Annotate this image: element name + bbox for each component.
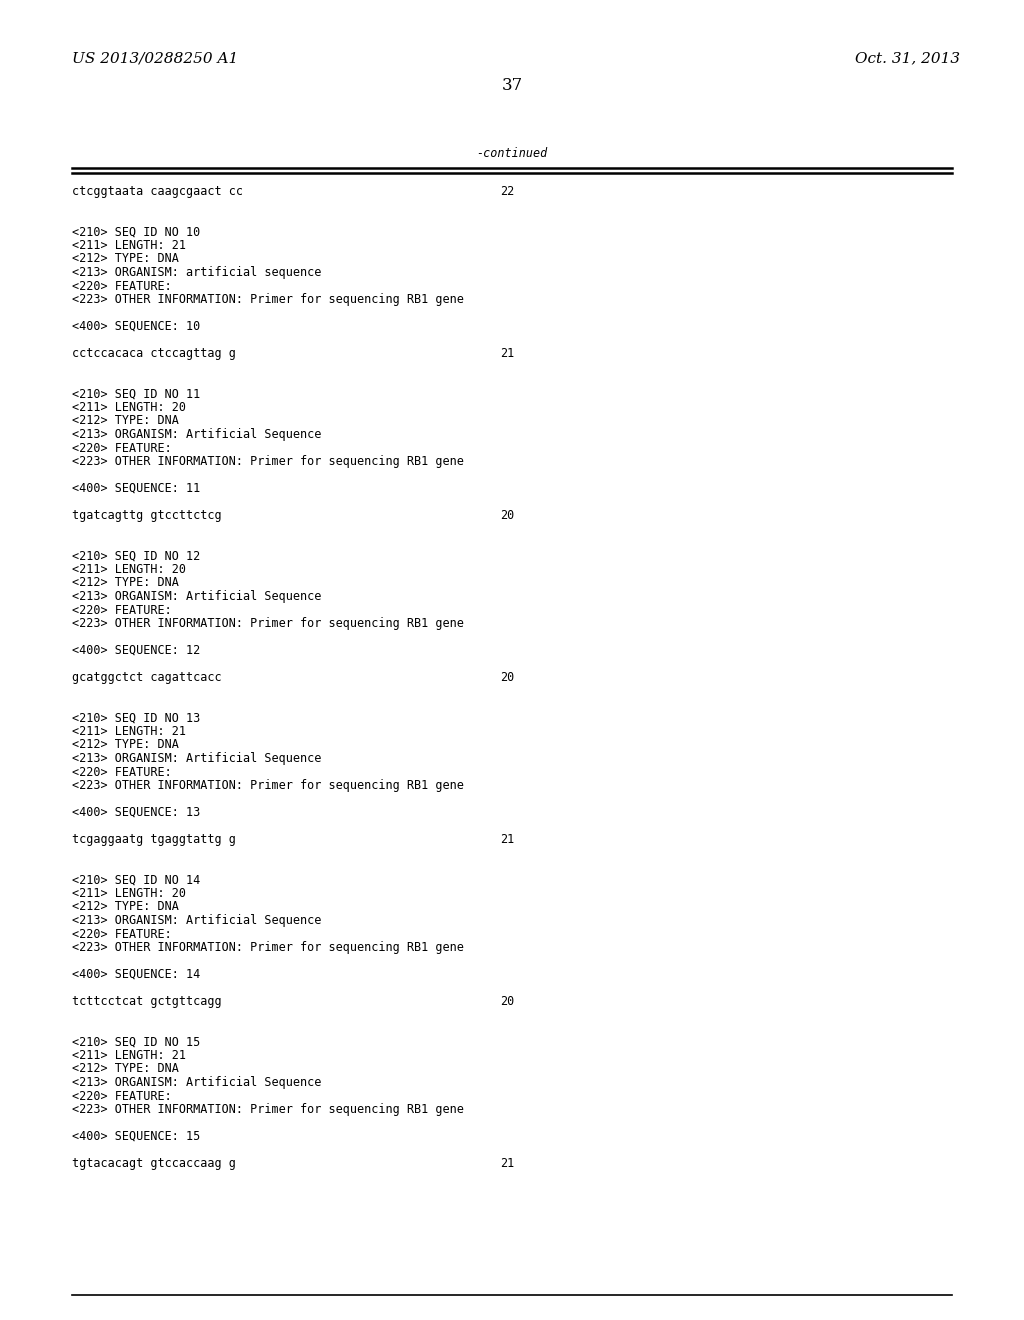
Text: <213> ORGANISM: Artificial Sequence: <213> ORGANISM: Artificial Sequence bbox=[72, 1076, 322, 1089]
Text: 20: 20 bbox=[500, 510, 514, 521]
Text: <220> FEATURE:: <220> FEATURE: bbox=[72, 766, 172, 779]
Text: 21: 21 bbox=[500, 833, 514, 846]
Text: <210> SEQ ID NO 12: <210> SEQ ID NO 12 bbox=[72, 549, 201, 562]
Text: <220> FEATURE:: <220> FEATURE: bbox=[72, 928, 172, 940]
Text: <212> TYPE: DNA: <212> TYPE: DNA bbox=[72, 252, 179, 265]
Text: <213> ORGANISM: Artificial Sequence: <213> ORGANISM: Artificial Sequence bbox=[72, 428, 322, 441]
Text: <220> FEATURE:: <220> FEATURE: bbox=[72, 441, 172, 454]
Text: <223> OTHER INFORMATION: Primer for sequencing RB1 gene: <223> OTHER INFORMATION: Primer for sequ… bbox=[72, 1104, 464, 1115]
Text: 22: 22 bbox=[500, 185, 514, 198]
Text: <212> TYPE: DNA: <212> TYPE: DNA bbox=[72, 577, 179, 590]
Text: 20: 20 bbox=[500, 995, 514, 1008]
Text: <213> ORGANISM: Artificial Sequence: <213> ORGANISM: Artificial Sequence bbox=[72, 913, 322, 927]
Text: <400> SEQUENCE: 15: <400> SEQUENCE: 15 bbox=[72, 1130, 201, 1143]
Text: <211> LENGTH: 21: <211> LENGTH: 21 bbox=[72, 1049, 186, 1063]
Text: <400> SEQUENCE: 10: <400> SEQUENCE: 10 bbox=[72, 319, 201, 333]
Text: <210> SEQ ID NO 15: <210> SEQ ID NO 15 bbox=[72, 1035, 201, 1048]
Text: <212> TYPE: DNA: <212> TYPE: DNA bbox=[72, 414, 179, 428]
Text: tgatcagttg gtccttctcg: tgatcagttg gtccttctcg bbox=[72, 510, 221, 521]
Text: <220> FEATURE:: <220> FEATURE: bbox=[72, 1089, 172, 1102]
Text: <211> LENGTH: 21: <211> LENGTH: 21 bbox=[72, 239, 186, 252]
Text: -continued: -continued bbox=[476, 147, 548, 160]
Text: <210> SEQ ID NO 13: <210> SEQ ID NO 13 bbox=[72, 711, 201, 725]
Text: <211> LENGTH: 20: <211> LENGTH: 20 bbox=[72, 887, 186, 900]
Text: <211> LENGTH: 20: <211> LENGTH: 20 bbox=[72, 401, 186, 414]
Text: gcatggctct cagattcacc: gcatggctct cagattcacc bbox=[72, 671, 221, 684]
Text: tgtacacagt gtccaccaag g: tgtacacagt gtccaccaag g bbox=[72, 1158, 236, 1170]
Text: tcgaggaatg tgaggtattg g: tcgaggaatg tgaggtattg g bbox=[72, 833, 236, 846]
Text: 20: 20 bbox=[500, 671, 514, 684]
Text: <223> OTHER INFORMATION: Primer for sequencing RB1 gene: <223> OTHER INFORMATION: Primer for sequ… bbox=[72, 779, 464, 792]
Text: <223> OTHER INFORMATION: Primer for sequencing RB1 gene: <223> OTHER INFORMATION: Primer for sequ… bbox=[72, 455, 464, 469]
Text: <400> SEQUENCE: 14: <400> SEQUENCE: 14 bbox=[72, 968, 201, 981]
Text: <212> TYPE: DNA: <212> TYPE: DNA bbox=[72, 900, 179, 913]
Text: 21: 21 bbox=[500, 1158, 514, 1170]
Text: cctccacaca ctccagttag g: cctccacaca ctccagttag g bbox=[72, 347, 236, 360]
Text: <212> TYPE: DNA: <212> TYPE: DNA bbox=[72, 1063, 179, 1076]
Text: <210> SEQ ID NO 10: <210> SEQ ID NO 10 bbox=[72, 226, 201, 239]
Text: <213> ORGANISM: Artificial Sequence: <213> ORGANISM: Artificial Sequence bbox=[72, 590, 322, 603]
Text: <212> TYPE: DNA: <212> TYPE: DNA bbox=[72, 738, 179, 751]
Text: ctcggtaata caagcgaact cc: ctcggtaata caagcgaact cc bbox=[72, 185, 243, 198]
Text: <213> ORGANISM: Artificial Sequence: <213> ORGANISM: Artificial Sequence bbox=[72, 752, 322, 766]
Text: <210> SEQ ID NO 14: <210> SEQ ID NO 14 bbox=[72, 874, 201, 887]
Text: <220> FEATURE:: <220> FEATURE: bbox=[72, 603, 172, 616]
Text: 21: 21 bbox=[500, 347, 514, 360]
Text: tcttcctcat gctgttcagg: tcttcctcat gctgttcagg bbox=[72, 995, 221, 1008]
Text: <223> OTHER INFORMATION: Primer for sequencing RB1 gene: <223> OTHER INFORMATION: Primer for sequ… bbox=[72, 941, 464, 954]
Text: <210> SEQ ID NO 11: <210> SEQ ID NO 11 bbox=[72, 388, 201, 400]
Text: 37: 37 bbox=[502, 77, 522, 94]
Text: <211> LENGTH: 20: <211> LENGTH: 20 bbox=[72, 564, 186, 576]
Text: <400> SEQUENCE: 13: <400> SEQUENCE: 13 bbox=[72, 807, 201, 818]
Text: <400> SEQUENCE: 12: <400> SEQUENCE: 12 bbox=[72, 644, 201, 657]
Text: <400> SEQUENCE: 11: <400> SEQUENCE: 11 bbox=[72, 482, 201, 495]
Text: <213> ORGANISM: artificial sequence: <213> ORGANISM: artificial sequence bbox=[72, 267, 322, 279]
Text: US 2013/0288250 A1: US 2013/0288250 A1 bbox=[72, 51, 239, 65]
Text: <220> FEATURE:: <220> FEATURE: bbox=[72, 280, 172, 293]
Text: <223> OTHER INFORMATION: Primer for sequencing RB1 gene: <223> OTHER INFORMATION: Primer for sequ… bbox=[72, 293, 464, 306]
Text: <223> OTHER INFORMATION: Primer for sequencing RB1 gene: <223> OTHER INFORMATION: Primer for sequ… bbox=[72, 616, 464, 630]
Text: <211> LENGTH: 21: <211> LENGTH: 21 bbox=[72, 725, 186, 738]
Text: Oct. 31, 2013: Oct. 31, 2013 bbox=[855, 51, 961, 65]
